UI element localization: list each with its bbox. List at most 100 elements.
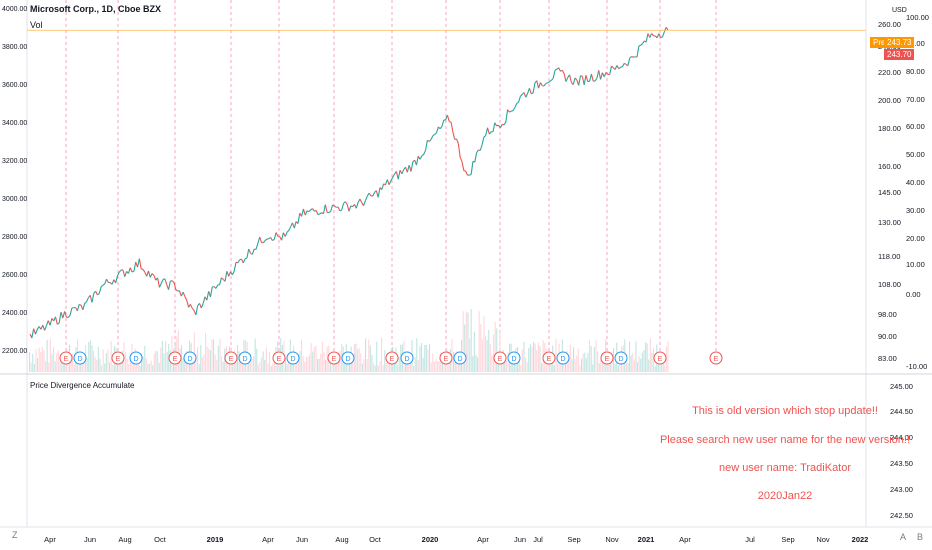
price-segment (324, 204, 328, 213)
volume-bar (627, 363, 629, 372)
auto-scale-button[interactable]: A (900, 532, 907, 542)
price-segment (348, 205, 352, 212)
volume-bar (641, 352, 643, 372)
price-candles (29, 27, 669, 339)
dividend-marker-label: D (290, 356, 295, 363)
price-segment (64, 311, 67, 318)
volume-bar (313, 347, 315, 372)
price-segment (561, 70, 565, 74)
price-segment (549, 79, 552, 83)
volume-bar (72, 353, 74, 372)
premarket-label: Pre (870, 37, 889, 48)
volume-bar (357, 349, 359, 372)
volume-bar (526, 362, 528, 372)
volume-bar (37, 358, 39, 372)
volume-bar (464, 324, 466, 372)
indicator-message-4: 2020Jan22 (757, 490, 813, 502)
volume-bar (483, 316, 485, 372)
dividend-marker-icon (400, 351, 414, 365)
volume-legend[interactable]: Vol (30, 20, 43, 30)
price-segment (293, 221, 297, 229)
volume-bar (57, 350, 59, 372)
price-segment (281, 232, 284, 241)
volume-bar (475, 354, 477, 372)
log-scale-button[interactable]: B (917, 532, 924, 542)
price-segment (339, 209, 342, 212)
price-segment (44, 325, 47, 331)
indicator-axis-tick-label: 242.50 (890, 511, 913, 520)
volume-bar (640, 358, 642, 372)
volume-bar (73, 364, 75, 372)
volume-bar (33, 363, 35, 372)
volume-bar (649, 338, 651, 372)
price-segment (516, 101, 519, 104)
dividend-marker-label: D (77, 356, 82, 363)
price-segment (34, 329, 38, 335)
price-segment (483, 135, 487, 138)
earnings-marker-icon (709, 351, 723, 365)
volume-bar (301, 339, 303, 372)
volume-bar (363, 359, 365, 372)
volume-bar (62, 363, 64, 372)
price-segment (410, 161, 414, 172)
price-segment (585, 75, 589, 82)
volume-bar (630, 355, 632, 372)
price-segment (474, 152, 478, 163)
volume-bar (421, 343, 423, 372)
earnings-marker-icon (600, 351, 614, 365)
volume-bar (469, 338, 471, 372)
price-segment (364, 196, 368, 201)
price-segment (368, 192, 372, 197)
price-segment (322, 204, 326, 214)
volume-axis-tick-label: 0.00 (906, 290, 921, 299)
timezone-z-button[interactable]: Z (12, 530, 18, 540)
volume-bar (259, 361, 261, 372)
price-segment (397, 170, 401, 180)
price-segment (452, 131, 456, 140)
dividend-marker-icon (73, 351, 87, 365)
left-axis-tick-label: 2600.00 (2, 272, 27, 279)
price-segment (310, 208, 313, 211)
time-axis-tick-label: Aug (118, 535, 131, 544)
volume-bar (64, 359, 66, 372)
volume-bar (576, 355, 578, 372)
price-segment (523, 92, 527, 98)
volume-bar (325, 359, 327, 372)
dividend-marker-icon (614, 351, 628, 365)
volume-bar (150, 360, 152, 372)
volume-bar (200, 344, 202, 372)
volume-bar (347, 359, 349, 372)
price-segment (519, 93, 523, 97)
dividend-marker-icon (183, 351, 197, 365)
time-axis-tick-label: Nov (816, 535, 830, 544)
volume-bar (651, 353, 653, 372)
price-segment (629, 56, 632, 59)
price-segment (450, 121, 454, 133)
volume-bar (304, 361, 306, 372)
volume-bar (521, 349, 523, 372)
symbol-title[interactable]: Microsoft Corp., 1D, Cboe BZX (30, 4, 162, 14)
price-segment (642, 40, 645, 44)
volume-bar (598, 363, 600, 372)
volume-bar (441, 363, 443, 372)
volume-bar (499, 330, 501, 372)
price-segment (344, 201, 348, 205)
volume-bar (355, 343, 357, 372)
price-segment (649, 33, 653, 38)
price-segment (439, 126, 443, 130)
price-segment (171, 280, 175, 284)
price-segment (511, 110, 514, 112)
price-segment (581, 76, 585, 85)
price-segment (182, 291, 186, 297)
indicator-title[interactable]: Price Divergence Accumulate (30, 381, 135, 390)
indicator-message-3: new user name: TradiKator (718, 462, 852, 474)
volume-bar (430, 362, 432, 372)
time-axis-tick-label: Sep (781, 535, 794, 544)
volume-bar (416, 338, 418, 372)
price-segment (538, 82, 541, 89)
volume-bar (256, 348, 258, 372)
price-segment (594, 77, 598, 82)
volume-bar (297, 358, 299, 372)
volume-bar (477, 357, 479, 372)
time-axis-tick-label: 2021 (638, 535, 655, 544)
